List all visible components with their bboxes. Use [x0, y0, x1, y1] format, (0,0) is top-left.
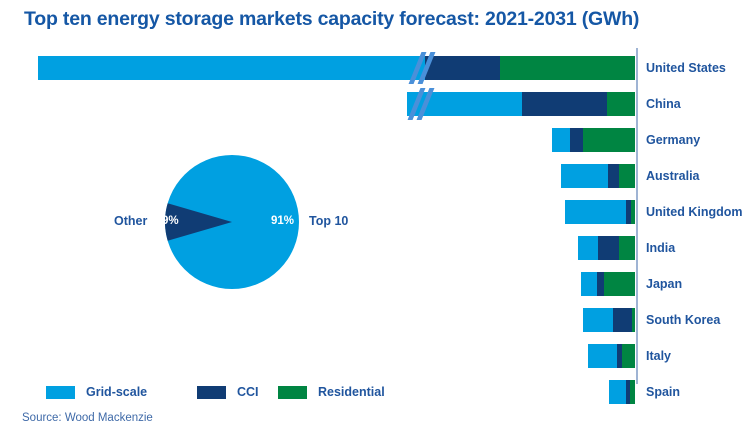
bar-segment-cci: [598, 236, 619, 260]
bar-segment-residential: [500, 56, 635, 80]
pie-label-top10: Top 10: [309, 214, 349, 228]
bar-segment-grid-scale: [583, 308, 613, 332]
bar-row: [588, 344, 635, 368]
baseline-axis: [636, 48, 638, 384]
legend-label-grid-scale: Grid-scale: [86, 385, 148, 399]
legend-item-cci: CCI: [197, 385, 259, 399]
pie-label-other: Other: [114, 214, 148, 228]
bar-segment-residential: [630, 380, 635, 404]
bar-segment-residential: [632, 308, 635, 332]
bar-row: [565, 200, 635, 224]
bar-chart: United States China Germany Australia United…: [0, 46, 752, 404]
country-label: Italy: [646, 349, 672, 363]
bar-segment-cci: [626, 200, 631, 224]
bar-segment-residential: [607, 92, 635, 116]
country-label: United Kingdom: [646, 205, 743, 219]
bar-segment-grid-scale: [588, 344, 617, 368]
bar-segment-cci: [617, 344, 622, 368]
pie-chart-svg: [165, 155, 299, 289]
bar-segment-cci: [613, 308, 632, 332]
bar-row: [609, 380, 635, 404]
bar-row: [552, 128, 635, 152]
bar-row: [407, 88, 635, 120]
bar-segment-residential: [619, 164, 635, 188]
legend-swatch-cci: [197, 385, 226, 399]
bar-segment-cci: [570, 128, 583, 152]
bar-segment-grid-scale: [578, 236, 598, 260]
pie-slice-other: [165, 203, 232, 241]
source-note: Source: Wood Mackenzie: [22, 412, 153, 424]
bar-row: [581, 272, 635, 296]
country-label: South Korea: [646, 313, 721, 327]
bar-segment-grid-scale: [407, 92, 522, 116]
bar-segment-residential: [583, 128, 635, 152]
pie-chart: [165, 155, 299, 289]
country-label: China: [646, 97, 681, 111]
country-label: Spain: [646, 385, 681, 399]
bar-segment-grid-scale: [609, 380, 626, 404]
bar-segment-residential: [604, 272, 635, 296]
bar-segment-grid-scale: [38, 56, 425, 80]
bar-segment-residential: [622, 344, 635, 368]
legend-item-grid-scale: Grid-scale: [46, 385, 147, 399]
bar-segment-residential: [619, 236, 635, 260]
bar-segment-grid-scale: [581, 272, 597, 296]
bar-segment-cci: [425, 56, 500, 80]
country-label: Japan: [646, 277, 683, 291]
pie-value-other: 9%: [162, 215, 179, 227]
country-label: United States: [646, 61, 726, 75]
bar-segment-grid-scale: [552, 128, 570, 152]
bar-segment-grid-scale: [565, 200, 626, 224]
country-label: Germany: [646, 133, 701, 147]
bar-row: [561, 164, 635, 188]
bar-row: [38, 52, 635, 84]
legend-label-residential: Residential: [318, 385, 385, 399]
country-label: India: [646, 241, 676, 255]
bar-segment-cci: [597, 272, 604, 296]
bar-row: [583, 308, 635, 332]
legend-swatch-residential: [278, 385, 307, 399]
bar-segment-cci: [626, 380, 630, 404]
bar-segment-residential: [631, 200, 635, 224]
legend-item-residential: Residential: [278, 385, 385, 399]
page-title: Top ten energy storage markets capacity …: [24, 8, 640, 30]
country-label: Australia: [646, 169, 700, 183]
legend-swatch-grid-scale: [46, 385, 75, 399]
legend-label-cci: CCI: [237, 385, 259, 399]
bar-segment-cci: [608, 164, 619, 188]
bar-segment-grid-scale: [561, 164, 608, 188]
bar-row: [578, 236, 635, 260]
bar-segment-cci: [522, 92, 607, 116]
pie-value-top10: 91%: [271, 215, 295, 227]
